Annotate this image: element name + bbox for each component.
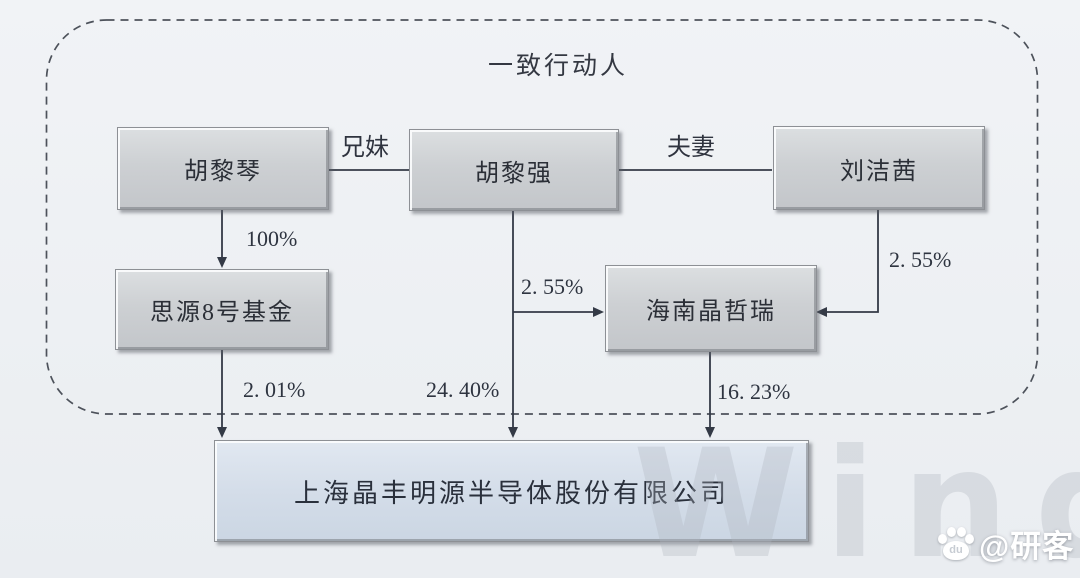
baidu-paw-icon: du: [938, 526, 974, 561]
acting-in-concert-title: 一致行动人: [488, 53, 629, 80]
paw-toe: [947, 526, 956, 537]
node-label: 刘洁茜: [840, 158, 918, 185]
paw-toe: [965, 533, 974, 544]
edge-percent-label: 2. 55%: [889, 247, 952, 272]
paw-toe: [957, 526, 966, 537]
edge-hainan-company-arrowhead: [705, 427, 715, 438]
acting-in-concert-dashed-border: [45, 19, 1039, 415]
relation-label-couple: 夫妻: [667, 135, 715, 161]
edge-percent-label: 2. 55%: [521, 274, 584, 299]
node-label: 上海晶丰明源半导体股份有限公司: [293, 478, 729, 508]
edge-percent-label: 2. 01%: [243, 377, 306, 402]
node-hainan-jingzherui: 海南晶哲瑞: [605, 265, 817, 352]
node-label: 胡黎琴: [184, 159, 262, 185]
node-company: 上海晶丰明源半导体股份有限公司: [214, 440, 809, 542]
edge-huliqin-siyuan-arrowhead: [217, 257, 227, 268]
node-liu-jieqian: 刘洁茜: [773, 126, 985, 210]
edge-huliqiang-hainan-arrowhead: [593, 307, 604, 317]
edge-liujieqian-hainan-line: [826, 209, 879, 313]
node-label: 胡黎强: [475, 160, 553, 187]
paw-pad: du: [943, 540, 969, 560]
edge-percent-label: 100%: [246, 226, 298, 251]
node-label: 思源8号基金: [150, 300, 294, 326]
author-badge: du @研客: [938, 521, 1074, 566]
badge-handle-text: @研客: [979, 529, 1075, 564]
edge-liujieqian-hainan-arrowhead: [816, 307, 827, 317]
edge-percent-label: 24. 40%: [426, 377, 500, 402]
node-hu-liqiang: 胡黎强: [409, 129, 619, 211]
paw-toe: [938, 533, 947, 544]
relation-label-siblings: 兄妹: [341, 135, 389, 161]
node-hu-liqin: 胡黎琴: [117, 127, 329, 210]
node-label: 海南晶哲瑞: [646, 299, 776, 325]
node-siyuan-fund: 思源8号基金: [115, 269, 329, 350]
edge-percent-label: 16. 23%: [717, 379, 791, 404]
edge-huliqiang-company-arrowhead: [508, 427, 518, 438]
edge-siyuan-company-arrowhead: [217, 427, 227, 438]
